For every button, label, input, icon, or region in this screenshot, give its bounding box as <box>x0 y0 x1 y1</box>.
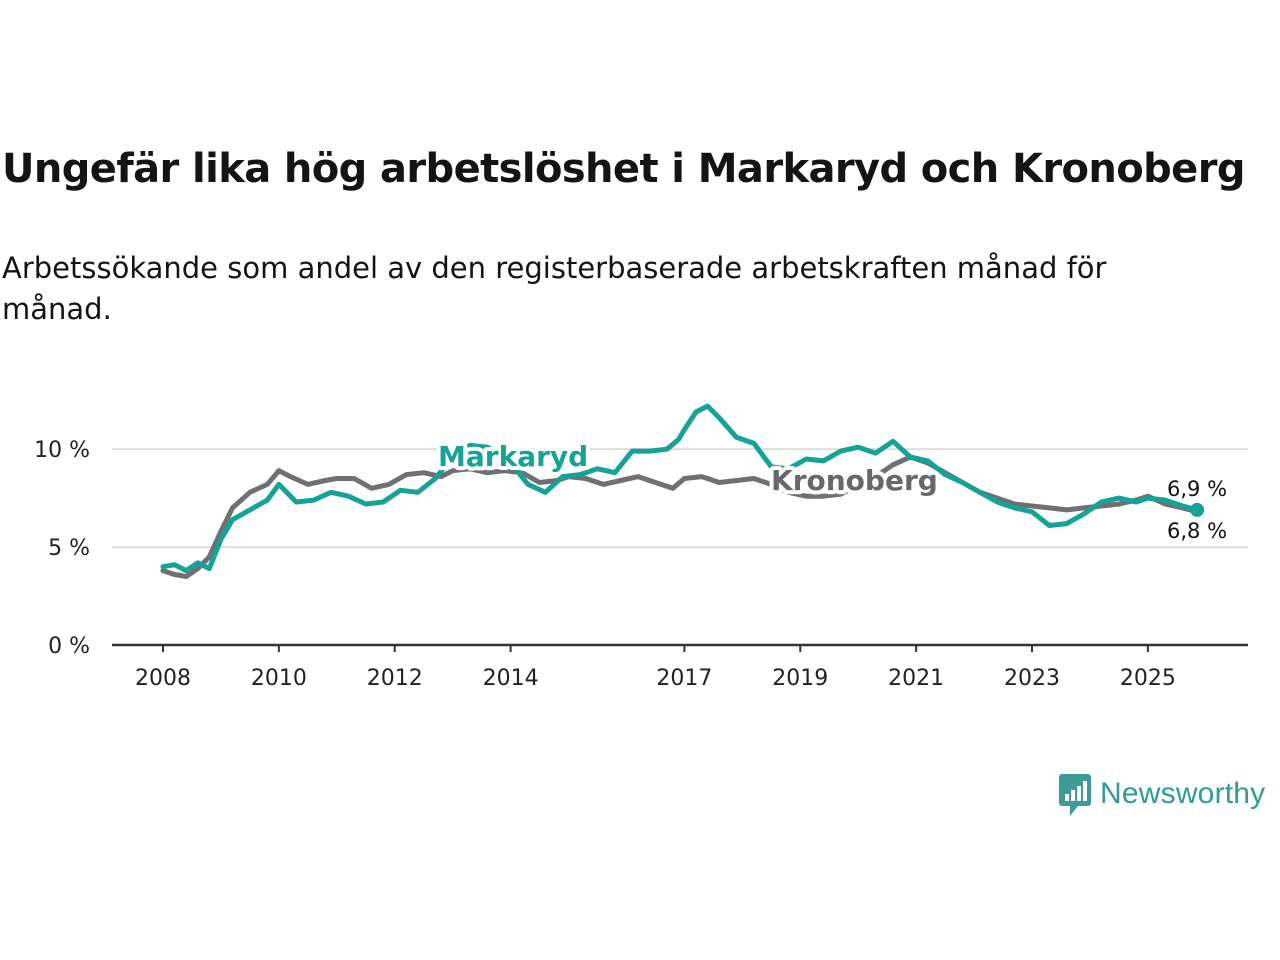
y-axis-ticks: 0 % 5 % 10 % <box>34 438 90 659</box>
chart-title: Ungefär lika hög arbetslöshet i Markaryd… <box>2 146 1245 192</box>
series-label-markaryd: Markaryd <box>438 440 588 473</box>
y-tick-label: 0 % <box>48 634 90 659</box>
y-tick-label: 5 % <box>48 536 90 561</box>
x-tick-label: 2014 <box>483 666 539 691</box>
series-line-kronoberg <box>160 454 1200 579</box>
chart-subtitle: Arbetssökande som andel av den registerb… <box>2 251 1107 326</box>
newsworthy-brand-name: Newsworthy <box>1100 777 1266 810</box>
series-label-kronoberg: Kronoberg <box>771 464 938 497</box>
grid-lines <box>112 448 1248 647</box>
x-axis-ticks: 2008 2010 2012 2014 2017 2019 2021 2023 2025 <box>135 645 1176 691</box>
newsworthy-brand: Newsworthy <box>1058 772 1265 816</box>
newsworthy-logo-icon <box>1059 774 1091 816</box>
x-tick-label: 2025 <box>1120 666 1176 691</box>
series-line-markaryd <box>160 403 1200 574</box>
x-tick-label: 2023 <box>1004 666 1060 691</box>
end-label-markaryd: 6,9 % <box>1167 477 1227 501</box>
x-tick-label: 2008 <box>135 666 191 691</box>
x-tick-label: 2021 <box>888 666 944 691</box>
end-point-markaryd <box>1190 502 1205 517</box>
line-chart: 0 %5 %10 % 2008 2010 2012 2014 2017 2019 2021 2… <box>34 403 1248 691</box>
x-tick-label: 2010 <box>251 666 307 691</box>
x-tick-label: 2012 <box>367 666 423 691</box>
x-tick-label: 2019 <box>772 666 828 691</box>
series-label-markaryd-halo: Markaryd <box>438 440 588 473</box>
series-lines <box>160 403 1205 579</box>
y-tick-label: 10 % <box>34 438 90 463</box>
series-label-kronoberg-halo: Kronoberg <box>771 464 938 497</box>
end-label-kronoberg: 6,8 % <box>1167 519 1227 543</box>
x-tick-label: 2017 <box>656 666 712 691</box>
